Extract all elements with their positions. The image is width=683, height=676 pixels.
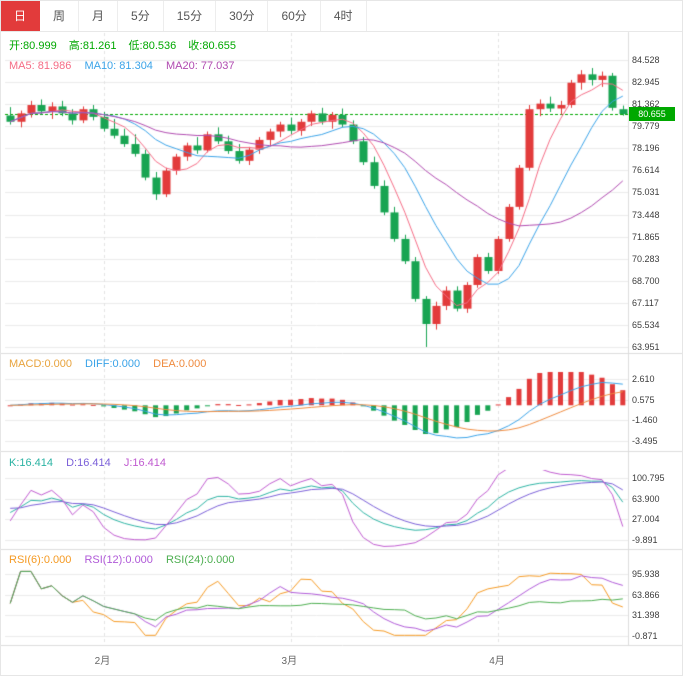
y-axis-label: 95.938	[632, 569, 660, 579]
x-axis-month-label: 3月	[281, 656, 298, 667]
rsi12-value: RSI(12):0.000	[84, 554, 153, 566]
y-axis-label: 0.575	[632, 394, 655, 405]
y-axis-label: 31.398	[632, 610, 660, 620]
j-value: J:16.414	[123, 457, 167, 469]
tab-15min[interactable]: 15分	[163, 1, 217, 31]
y-axis-label: 65.534	[632, 319, 660, 330]
close-value: 收:80.655	[188, 40, 236, 52]
y-axis-label: 73.448	[632, 209, 660, 220]
tab-day[interactable]: 日	[1, 1, 41, 31]
y-axis-label: 67.117	[632, 297, 659, 308]
k-value: K:16.414	[9, 457, 54, 469]
y-axis-label: 63.866	[632, 589, 660, 600]
y-axis-label: 84.528	[632, 55, 660, 65]
y-axis-label: -0.871	[632, 630, 658, 641]
low-value: 低:80.536	[128, 40, 177, 52]
diff-value: DIFF:0.000	[85, 358, 141, 370]
macd-value: MACD:0.000	[9, 358, 72, 370]
tab-30min[interactable]: 30分	[216, 1, 269, 31]
x-axis-month-label: 2月	[94, 656, 111, 667]
y-axis-label: -3.495	[632, 435, 658, 446]
y-axis-label: 100.795	[632, 473, 665, 483]
ohlc-summary: 开:80.999 高:81.261 低:80.536 收:80.655	[9, 37, 245, 53]
y-axis-label: 78.196	[632, 143, 660, 154]
y-axis-label: 2.610	[632, 374, 655, 384]
ma10-value: MA10: 81.304	[84, 60, 153, 72]
high-value: 高:81.261	[68, 40, 117, 52]
y-axis-label: 68.700	[632, 275, 660, 286]
ma20-value: MA20: 77.037	[166, 60, 235, 72]
kdj-summary: K:16.414 D:16.414 J:16.414	[9, 457, 176, 469]
y-axis-label: -1.460	[632, 415, 658, 425]
period-toolbar: 日 周 月 5分 15分 30分 60分 4时	[1, 1, 682, 32]
y-axis-label: 75.031	[632, 187, 660, 198]
tab-week[interactable]: 周	[40, 1, 80, 31]
y-axis-label: 76.614	[632, 165, 660, 176]
tab-5min[interactable]: 5分	[118, 1, 164, 31]
last-price-badge: 80.655	[629, 107, 675, 122]
y-axis-label: 63.951	[632, 342, 660, 353]
rsi6-value: RSI(6):0.000	[9, 554, 72, 566]
y-axis-label: 27.004	[632, 514, 660, 524]
y-axis-label: 82.945	[632, 77, 660, 88]
y-axis-label: 81.362	[632, 99, 660, 110]
dea-value: DEA:0.000	[153, 358, 207, 370]
tab-60min[interactable]: 60分	[268, 1, 321, 31]
rsi-summary: RSI(6):0.000 RSI(12):0.000 RSI(24):0.000	[9, 554, 244, 566]
y-axis-label: 63.900	[632, 493, 660, 504]
x-axis-month-label: 4月	[489, 656, 505, 667]
ma-summary: MA5: 81.986 MA10: 81.304 MA20: 77.037	[9, 60, 245, 72]
rsi24-value: RSI(24):0.000	[165, 554, 235, 566]
tab-4hour[interactable]: 4时	[320, 1, 367, 31]
macd-summary: MACD:0.000 DIFF:0.000 DEA:0.000	[9, 358, 216, 370]
tab-month[interactable]: 月	[79, 1, 119, 31]
y-axis-label: 70.283	[632, 253, 660, 264]
y-axis-label: -9.891	[632, 534, 658, 545]
d-value: D:16.414	[66, 457, 111, 469]
open-value: 开:80.999	[9, 40, 57, 52]
y-axis-label: 79.779	[632, 121, 660, 132]
ma5-value: MA5: 81.986	[9, 60, 72, 72]
y-axis-label: 71.865	[632, 231, 660, 242]
